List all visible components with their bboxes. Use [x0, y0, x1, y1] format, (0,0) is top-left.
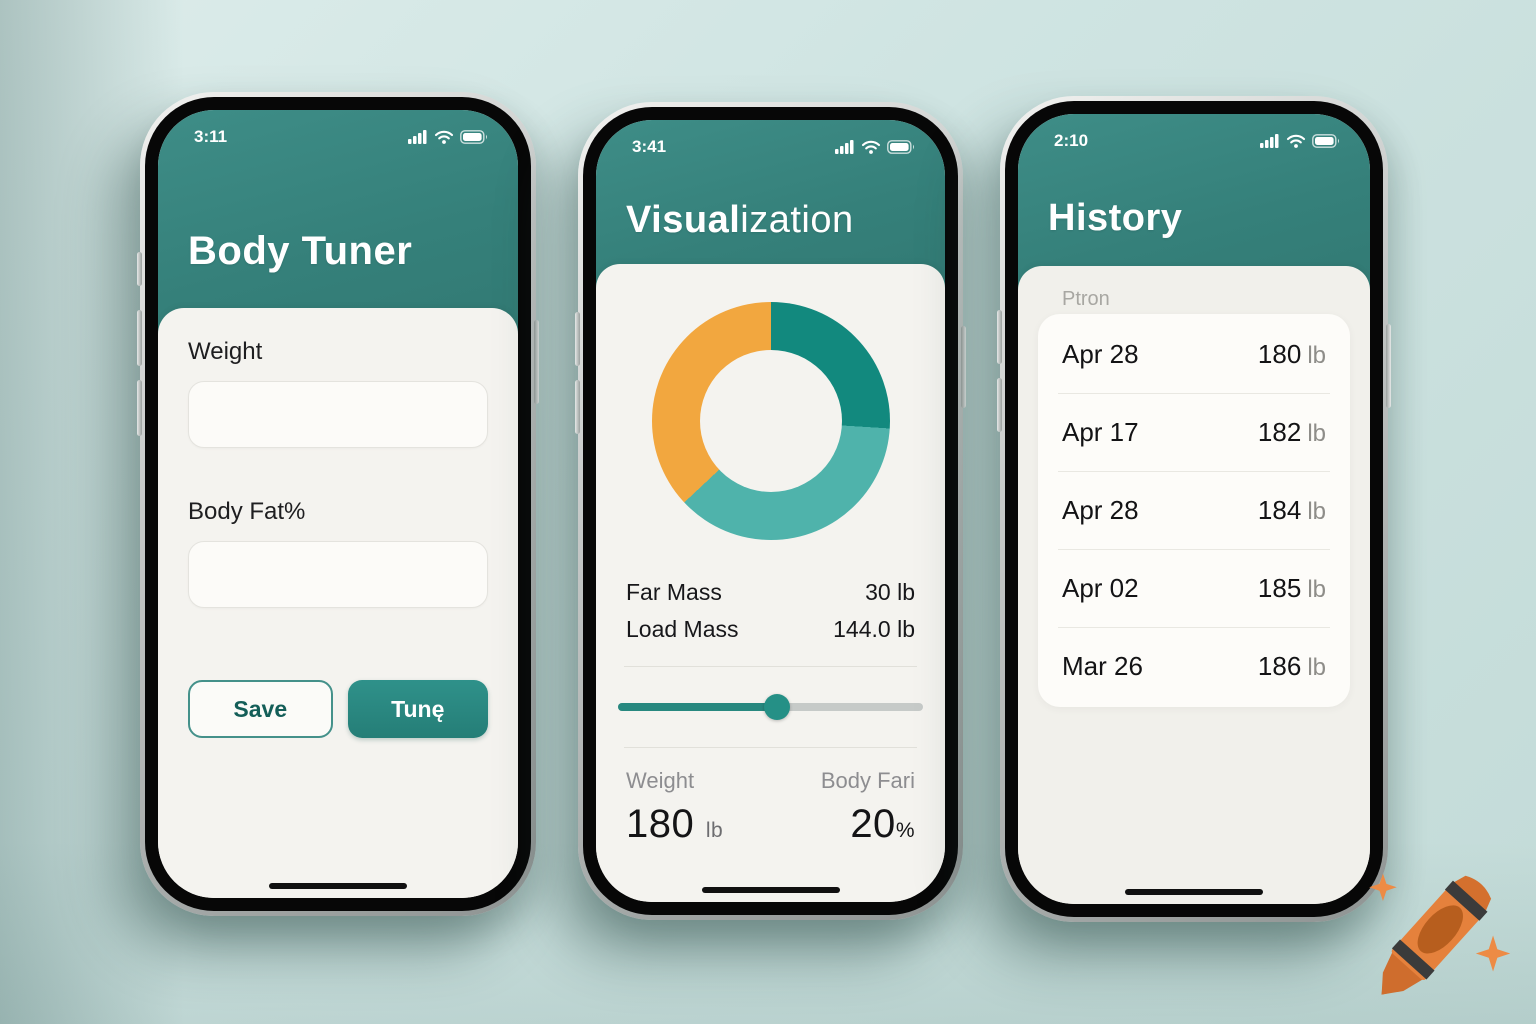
battery-icon: [1312, 134, 1339, 148]
weight-label: Weight: [188, 338, 263, 365]
donut-hole: [699, 350, 842, 492]
bodyfat-summary-value: 20%: [850, 802, 915, 846]
status-icons: [835, 140, 915, 154]
wifi-icon: [1286, 134, 1306, 148]
ghost-text: Ptron: [1062, 288, 1110, 308]
power-button: [1386, 324, 1391, 408]
stats-block: Far Mass 30 lb Load Mass 144.0 lb: [626, 574, 915, 648]
bezel: 3:11 Body Tuner Weight Body Fat%: [145, 97, 531, 911]
content-card: Far Mass 30 lb Load Mass 144.0 lb: [596, 264, 945, 902]
volume-down-button: [137, 380, 142, 436]
sparkle-icon: [1369, 873, 1397, 902]
home-indicator[interactable]: [269, 883, 407, 889]
page-title: History: [1048, 197, 1183, 239]
weight-unit: lb: [705, 819, 724, 842]
cellular-icon: [835, 140, 854, 154]
sparkle-icon: [1475, 935, 1511, 972]
status-icons: [408, 130, 488, 144]
body-composition-donut: [651, 302, 890, 540]
status-icons: [1260, 134, 1340, 148]
history-date: Apr 28: [1062, 495, 1139, 525]
status-bar: 3:11: [194, 127, 488, 147]
home-indicator[interactable]: [701, 887, 840, 893]
history-row[interactable]: Apr 28 184 lb: [1058, 471, 1330, 549]
page-title: Visualization: [626, 199, 854, 241]
cellular-icon: [408, 130, 427, 144]
history-date: Apr 28: [1062, 339, 1139, 369]
volume-up-button: [137, 310, 142, 366]
cellular-icon: [1260, 134, 1279, 148]
tune-button[interactable]: Tunę: [347, 680, 488, 738]
volume-up-button: [997, 310, 1002, 364]
screen-visualization: 3:41 Visualization: [596, 120, 945, 902]
weight-summary-value: 180 lb: [626, 802, 724, 846]
history-value: 184 lb: [1257, 495, 1326, 525]
status-time: 2:10: [1054, 131, 1089, 150]
status-time: 3:11: [194, 127, 228, 146]
page-title: Body Tuner: [188, 229, 413, 273]
slider-fill: [618, 703, 777, 711]
home-indicator[interactable]: [1125, 889, 1263, 895]
bodyfat-slider[interactable]: [618, 694, 923, 720]
bodyfat-input[interactable]: [188, 541, 488, 608]
battery-icon: [887, 140, 914, 154]
bodyfat-summary-label: Body Fari: [820, 768, 915, 793]
history-value: 182 lb: [1257, 417, 1326, 447]
content-card: Weight Body Fat% Save Tunę: [158, 308, 518, 898]
weight-summary: Weight 180 lb: [626, 768, 723, 847]
content-area: Ptron Apr 28 180 lb Apr 17 182 lb: [1018, 266, 1370, 904]
bezel: 2:10 History Ptron Apr: [1005, 101, 1383, 917]
screen-history: 2:10 History Ptron Apr: [1018, 114, 1370, 904]
wifi-icon: [434, 130, 454, 144]
history-row[interactable]: Apr 02 185 lb: [1058, 549, 1330, 627]
status-time: 3:41: [632, 137, 667, 156]
wifi-icon: [861, 140, 881, 154]
divider: [624, 747, 917, 748]
history-value: 180 lb: [1257, 339, 1326, 369]
history-list: Apr 28 180 lb Apr 17 182 lb Apr 28 184 lb: [1038, 314, 1350, 707]
history-row[interactable]: Apr 28 180 lb: [1058, 316, 1330, 393]
bodyfat-label: Body Fat%: [188, 498, 306, 525]
summary-footer: Weight 180 lb Body Fari 20%: [626, 768, 915, 847]
volume-down-button: [997, 378, 1002, 432]
status-bar: 3:41: [632, 137, 915, 157]
volume-up-button: [575, 312, 580, 366]
stat-value: 144.0 lb: [833, 616, 915, 642]
history-date: Mar 26: [1062, 651, 1143, 681]
volume-down-button: [575, 380, 580, 434]
phone-history: 2:10 History Ptron Apr: [997, 96, 1391, 922]
save-button[interactable]: Save: [188, 680, 333, 738]
app-header: 3:41 Visualization: [596, 120, 945, 290]
stat-label: Far Mass: [626, 579, 722, 605]
crayon-icon: [1369, 873, 1511, 995]
bodyfat-summary: Body Fari 20%: [821, 768, 915, 847]
phone-body-tuner: 3:11 Body Tuner Weight Body Fat%: [137, 92, 539, 916]
stat-label: Load Mass: [626, 616, 739, 642]
phone-visualization: 3:41 Visualization: [575, 102, 966, 920]
stat-row: Far Mass 30 lb: [626, 574, 915, 611]
stat-value: 30 lb: [865, 579, 915, 605]
history-date: Apr 17: [1062, 417, 1139, 447]
bodyfat-unit: %: [895, 819, 915, 842]
stat-row: Load Mass 144.0 lb: [626, 611, 915, 648]
history-value: 186 lb: [1257, 651, 1326, 681]
app-header: 3:11 Body Tuner: [158, 110, 518, 334]
power-button: [961, 326, 966, 408]
divider: [624, 666, 917, 667]
weight-input[interactable]: [188, 381, 488, 448]
battery-icon: [460, 130, 487, 144]
bezel: 3:41 Visualization: [583, 107, 958, 915]
status-bar: 2:10: [1054, 131, 1340, 151]
history-row[interactable]: Apr 17 182 lb: [1058, 393, 1330, 471]
mute-switch: [137, 252, 142, 286]
slider-thumb[interactable]: [763, 694, 790, 720]
history-date: Apr 02: [1062, 573, 1139, 603]
history-row[interactable]: Mar 26 186 lb: [1058, 627, 1330, 705]
history-value: 185 lb: [1257, 573, 1326, 603]
app-header: 2:10 History: [1018, 114, 1370, 292]
weight-summary-label: Weight: [626, 768, 695, 793]
screen-body-tuner: 3:11 Body Tuner Weight Body Fat%: [158, 110, 518, 898]
power-button: [534, 320, 539, 404]
